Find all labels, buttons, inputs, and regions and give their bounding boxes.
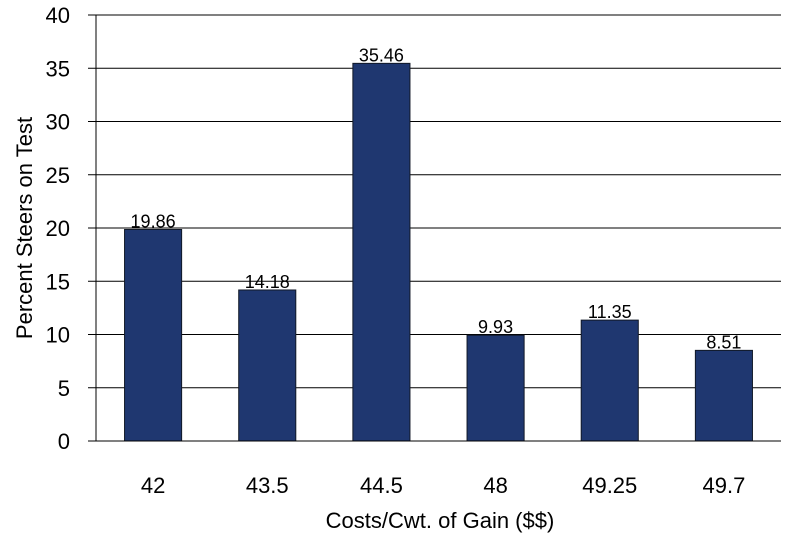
x-tick-label: 48 bbox=[483, 473, 507, 498]
y-tick-label: 20 bbox=[46, 216, 70, 241]
y-tick-label: 25 bbox=[46, 163, 70, 188]
y-axis-title: Percent Steers on Test bbox=[12, 117, 37, 339]
y-tick-label: 10 bbox=[46, 323, 70, 348]
bar-48 bbox=[466, 334, 525, 442]
x-tick-label: 43.5 bbox=[246, 473, 289, 498]
labels: 0 5 10 15 20 25 30 35 40 19.86 42 14.18 43.5 35.46 44.… bbox=[46, 3, 746, 498]
x-tick-label: 44.5 bbox=[360, 473, 403, 498]
data-label: 14.18 bbox=[245, 272, 290, 292]
x-tick-label: 49.25 bbox=[582, 473, 637, 498]
bars bbox=[124, 62, 753, 442]
bar-49.7 bbox=[694, 349, 753, 442]
bar-43.5 bbox=[238, 289, 297, 442]
y-tick-label: 5 bbox=[58, 376, 70, 401]
y-tick-label: 40 bbox=[46, 3, 70, 28]
bar-42 bbox=[124, 228, 183, 442]
data-label: 19.86 bbox=[131, 211, 176, 231]
y-tick-label: 0 bbox=[58, 429, 70, 454]
x-tick-label: 42 bbox=[141, 473, 165, 498]
axes bbox=[95, 15, 781, 442]
bar-44.5 bbox=[352, 62, 411, 442]
bar-49.25 bbox=[580, 319, 639, 442]
data-label: 9.93 bbox=[478, 317, 513, 337]
data-label: 8.51 bbox=[706, 332, 741, 352]
data-label: 11.35 bbox=[588, 302, 632, 322]
grid-lines bbox=[88, 14, 781, 442]
x-tick-label: 49.7 bbox=[703, 473, 746, 498]
x-axis-title: Costs/Cwt. of Gain ($$) bbox=[326, 508, 555, 533]
data-label: 35.46 bbox=[359, 45, 404, 65]
y-tick-label: 35 bbox=[46, 56, 70, 81]
y-tick-label: 30 bbox=[46, 110, 70, 135]
y-tick-label: 15 bbox=[46, 269, 70, 294]
